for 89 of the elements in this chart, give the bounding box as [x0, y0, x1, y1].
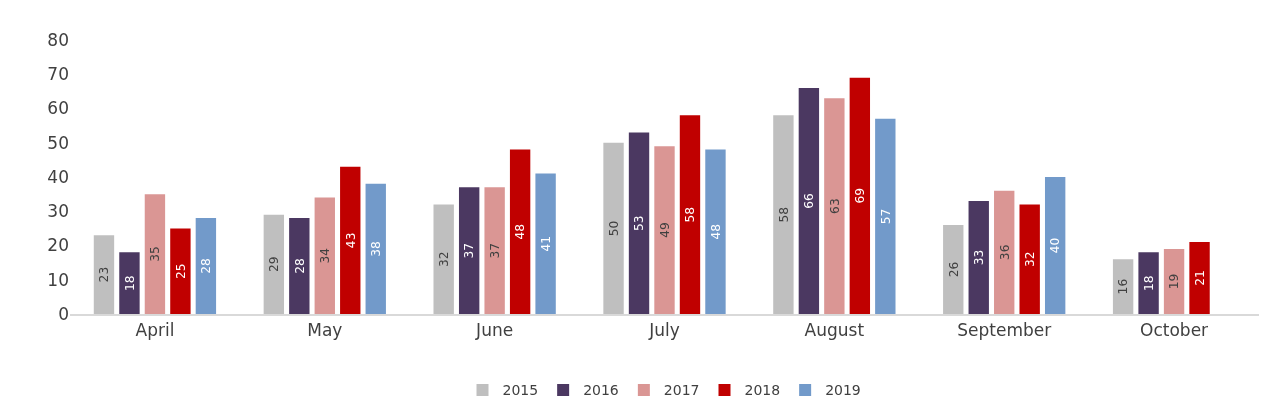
bar — [798, 87, 820, 314]
bar — [340, 166, 361, 314]
data-label: 69 — [853, 188, 868, 204]
data-label: 23 — [97, 266, 112, 283]
bar — [943, 224, 964, 314]
bar — [824, 98, 845, 314]
bar — [968, 200, 989, 314]
data-label: 28 — [292, 258, 307, 274]
bar — [93, 235, 115, 314]
bar — [365, 183, 386, 314]
y-tick-label: 20 — [47, 235, 69, 256]
legend-label: 2018 — [744, 382, 781, 399]
bar — [263, 214, 285, 314]
data-label: 19 — [1167, 273, 1182, 290]
bar — [875, 118, 896, 314]
data-label: 35 — [148, 246, 163, 262]
data-label: 40 — [1048, 237, 1063, 254]
x-tick-label: May — [307, 320, 343, 341]
bar — [144, 194, 166, 314]
data-label: 28 — [199, 258, 214, 274]
bar — [994, 190, 1015, 314]
data-label: 63 — [827, 198, 842, 214]
data-label: 49 — [657, 222, 672, 238]
bar — [484, 187, 505, 314]
bar — [654, 146, 675, 314]
y-tick-label: 10 — [47, 269, 69, 290]
bar — [1019, 204, 1040, 314]
y-tick-label: 30 — [47, 201, 69, 222]
data-label: 32 — [1023, 251, 1037, 267]
y-tick-label: 70 — [47, 64, 69, 85]
data-label: 38 — [369, 241, 384, 257]
bar — [535, 173, 556, 314]
bar — [433, 204, 454, 314]
bar — [705, 149, 726, 314]
legend-label: 2016 — [583, 382, 619, 399]
legend-label: 2019 — [825, 382, 861, 399]
x-tick-label: June — [475, 320, 514, 341]
x-tick-label: August — [804, 320, 865, 341]
data-label: 37 — [462, 242, 477, 259]
bar — [1138, 252, 1159, 314]
x-tick-label: September — [957, 320, 1052, 341]
data-label: 57 — [878, 208, 893, 225]
bar — [458, 187, 480, 314]
data-label: 50 — [606, 220, 621, 237]
bar — [195, 218, 217, 314]
data-label: 18 — [122, 275, 137, 291]
data-label: 48 — [513, 224, 528, 240]
y-tick-label: 60 — [47, 98, 69, 119]
bar — [119, 252, 140, 314]
bar — [628, 132, 650, 314]
y-tick-label: 50 — [47, 132, 69, 153]
y-tick-label: 0 — [58, 303, 69, 324]
bar — [1189, 242, 1210, 314]
bar — [773, 115, 794, 314]
data-label: 34 — [318, 247, 333, 264]
data-label: 18 — [1141, 275, 1156, 291]
bar — [170, 228, 191, 314]
data-label: 21 — [1192, 270, 1207, 286]
bar — [849, 77, 871, 314]
bar — [289, 218, 310, 314]
data-label: 48 — [708, 224, 723, 240]
bar — [1044, 177, 1066, 314]
data-label: 32 — [437, 251, 451, 267]
x-tick-label: July — [648, 320, 680, 341]
data-label: 58 — [683, 206, 698, 223]
x-tick-label: October — [1140, 320, 1209, 341]
data-label: 66 — [802, 193, 817, 209]
data-label: 26 — [946, 261, 961, 278]
data-label: 43 — [343, 232, 358, 249]
y-tick-label: 80 — [47, 29, 69, 50]
bar — [679, 115, 701, 314]
bar — [1163, 248, 1185, 314]
data-label: 29 — [267, 256, 282, 273]
data-label: 41 — [538, 236, 553, 252]
data-label: 25 — [173, 263, 188, 279]
data-label: 36 — [997, 244, 1012, 261]
data-label: 33 — [972, 249, 987, 266]
data-label: 37 — [487, 242, 502, 259]
y-tick-label: 40 — [47, 166, 69, 187]
legend-label: 2017 — [663, 382, 700, 399]
x-tick-label: April — [135, 320, 175, 341]
bar — [314, 197, 335, 314]
data-label: 58 — [776, 206, 791, 223]
bar — [603, 142, 624, 314]
legend-label: 2015 — [502, 382, 539, 399]
bar — [1112, 259, 1134, 314]
data-label: 16 — [1116, 278, 1131, 295]
bar — [509, 149, 531, 314]
data-label: 53 — [632, 215, 647, 232]
